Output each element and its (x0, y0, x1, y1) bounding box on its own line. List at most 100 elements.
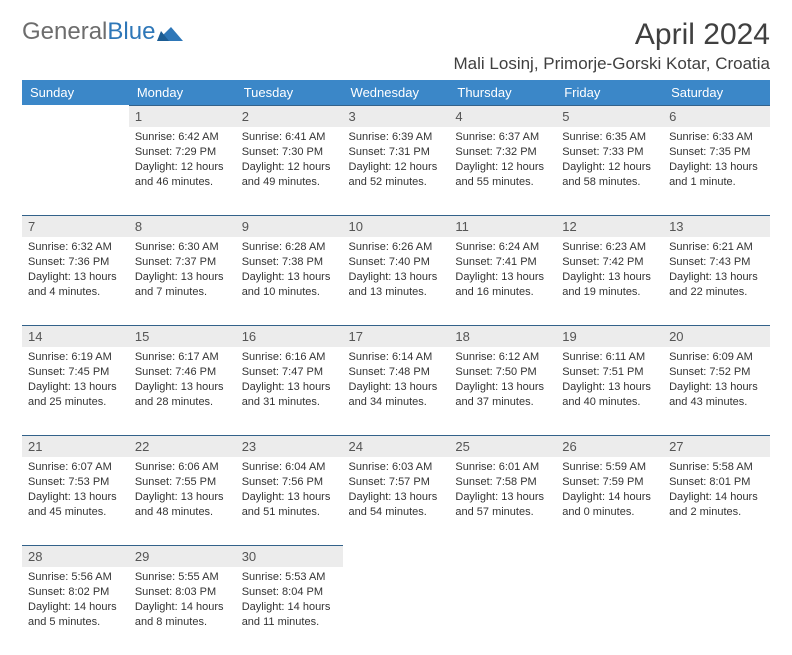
day-number: 9 (236, 215, 343, 237)
day-cell: Sunrise: 6:26 AMSunset: 7:40 PMDaylight:… (343, 237, 450, 307)
empty-cell (22, 105, 129, 127)
day-number: 26 (556, 435, 663, 457)
day-cell: Sunrise: 6:07 AMSunset: 7:53 PMDaylight:… (22, 457, 129, 527)
logo-text: GeneralBlue (22, 18, 155, 46)
day-cell: Sunrise: 6:01 AMSunset: 7:58 PMDaylight:… (449, 457, 556, 527)
day-cell: Sunrise: 6:17 AMSunset: 7:46 PMDaylight:… (129, 347, 236, 417)
day-content-row: Sunrise: 6:07 AMSunset: 7:53 PMDaylight:… (22, 457, 770, 545)
day-number: 22 (129, 435, 236, 457)
day-number: 13 (663, 215, 770, 237)
day-cell: Sunrise: 6:14 AMSunset: 7:48 PMDaylight:… (343, 347, 450, 417)
day-header: Thursday (449, 80, 556, 105)
day-number: 21 (22, 435, 129, 457)
day-number-row: 78910111213 (22, 215, 770, 237)
day-number: 16 (236, 325, 343, 347)
day-number-row: 21222324252627 (22, 435, 770, 457)
title-block: April 2024 Mali Losinj, Primorje-Gorski … (454, 18, 770, 74)
day-cell: Sunrise: 6:37 AMSunset: 7:32 PMDaylight:… (449, 127, 556, 197)
day-header: Monday (129, 80, 236, 105)
day-number: 18 (449, 325, 556, 347)
day-number: 23 (236, 435, 343, 457)
logo-text-grey: General (22, 18, 107, 45)
day-cell: Sunrise: 6:23 AMSunset: 7:42 PMDaylight:… (556, 237, 663, 307)
day-number-row: 123456 (22, 105, 770, 127)
day-number: 5 (556, 105, 663, 127)
day-cell: Sunrise: 5:53 AMSunset: 8:04 PMDaylight:… (236, 567, 343, 637)
day-cell: Sunrise: 6:30 AMSunset: 7:37 PMDaylight:… (129, 237, 236, 307)
day-cell: Sunrise: 6:32 AMSunset: 7:36 PMDaylight:… (22, 237, 129, 307)
day-cell: Sunrise: 6:06 AMSunset: 7:55 PMDaylight:… (129, 457, 236, 527)
day-cell: Sunrise: 6:11 AMSunset: 7:51 PMDaylight:… (556, 347, 663, 417)
empty-cell (343, 545, 450, 567)
day-cell: Sunrise: 6:42 AMSunset: 7:29 PMDaylight:… (129, 127, 236, 197)
day-header: Saturday (663, 80, 770, 105)
logo-mark-icon (157, 21, 185, 43)
day-cell: Sunrise: 6:35 AMSunset: 7:33 PMDaylight:… (556, 127, 663, 197)
day-cell: Sunrise: 6:33 AMSunset: 7:35 PMDaylight:… (663, 127, 770, 197)
day-cell: Sunrise: 6:41 AMSunset: 7:30 PMDaylight:… (236, 127, 343, 197)
day-number: 27 (663, 435, 770, 457)
day-number: 29 (129, 545, 236, 567)
day-header: Friday (556, 80, 663, 105)
day-number: 11 (449, 215, 556, 237)
day-cell: Sunrise: 6:12 AMSunset: 7:50 PMDaylight:… (449, 347, 556, 417)
day-number: 19 (556, 325, 663, 347)
empty-cell (663, 567, 770, 655)
calendar-body: 123456Sunrise: 6:42 AMSunset: 7:29 PMDay… (22, 105, 770, 655)
day-number: 6 (663, 105, 770, 127)
calendar-table: SundayMondayTuesdayWednesdayThursdayFrid… (22, 80, 770, 655)
day-header: Wednesday (343, 80, 450, 105)
day-cell: Sunrise: 6:04 AMSunset: 7:56 PMDaylight:… (236, 457, 343, 527)
logo: GeneralBlue (22, 18, 185, 46)
day-content-row: Sunrise: 6:32 AMSunset: 7:36 PMDaylight:… (22, 237, 770, 325)
day-content-row: Sunrise: 5:56 AMSunset: 8:02 PMDaylight:… (22, 567, 770, 655)
empty-cell (449, 567, 556, 655)
day-number: 20 (663, 325, 770, 347)
month-title: April 2024 (454, 18, 770, 52)
day-cell: Sunrise: 6:09 AMSunset: 7:52 PMDaylight:… (663, 347, 770, 417)
day-number: 12 (556, 215, 663, 237)
day-number: 15 (129, 325, 236, 347)
empty-cell (343, 567, 450, 655)
day-number: 7 (22, 215, 129, 237)
day-cell: Sunrise: 6:16 AMSunset: 7:47 PMDaylight:… (236, 347, 343, 417)
day-header: Tuesday (236, 80, 343, 105)
empty-cell (556, 567, 663, 655)
day-number-row: 282930 (22, 545, 770, 567)
header: GeneralBlue April 2024 Mali Losinj, Prim… (22, 18, 770, 74)
day-number: 2 (236, 105, 343, 127)
day-number: 1 (129, 105, 236, 127)
day-content-row: Sunrise: 6:42 AMSunset: 7:29 PMDaylight:… (22, 127, 770, 215)
day-header-row: SundayMondayTuesdayWednesdayThursdayFrid… (22, 80, 770, 105)
empty-cell (449, 545, 556, 567)
day-number: 14 (22, 325, 129, 347)
empty-cell (663, 545, 770, 567)
day-number: 4 (449, 105, 556, 127)
day-cell: Sunrise: 6:21 AMSunset: 7:43 PMDaylight:… (663, 237, 770, 307)
day-cell: Sunrise: 5:56 AMSunset: 8:02 PMDaylight:… (22, 567, 129, 637)
day-cell: Sunrise: 6:28 AMSunset: 7:38 PMDaylight:… (236, 237, 343, 307)
day-content-row: Sunrise: 6:19 AMSunset: 7:45 PMDaylight:… (22, 347, 770, 435)
calendar-head: SundayMondayTuesdayWednesdayThursdayFrid… (22, 80, 770, 105)
logo-text-blue: Blue (107, 18, 155, 45)
day-cell: Sunrise: 6:03 AMSunset: 7:57 PMDaylight:… (343, 457, 450, 527)
day-number: 25 (449, 435, 556, 457)
empty-cell (22, 127, 129, 215)
day-cell: Sunrise: 6:24 AMSunset: 7:41 PMDaylight:… (449, 237, 556, 307)
day-cell: Sunrise: 5:59 AMSunset: 7:59 PMDaylight:… (556, 457, 663, 527)
day-number: 30 (236, 545, 343, 567)
day-number-row: 14151617181920 (22, 325, 770, 347)
day-header: Sunday (22, 80, 129, 105)
day-cell: Sunrise: 6:19 AMSunset: 7:45 PMDaylight:… (22, 347, 129, 417)
day-cell: Sunrise: 5:58 AMSunset: 8:01 PMDaylight:… (663, 457, 770, 527)
day-cell: Sunrise: 5:55 AMSunset: 8:03 PMDaylight:… (129, 567, 236, 637)
day-cell: Sunrise: 6:39 AMSunset: 7:31 PMDaylight:… (343, 127, 450, 197)
day-number: 17 (343, 325, 450, 347)
day-number: 24 (343, 435, 450, 457)
day-number: 8 (129, 215, 236, 237)
day-number: 28 (22, 545, 129, 567)
empty-cell (556, 545, 663, 567)
day-number: 3 (343, 105, 450, 127)
location: Mali Losinj, Primorje-Gorski Kotar, Croa… (454, 54, 770, 74)
day-number: 10 (343, 215, 450, 237)
